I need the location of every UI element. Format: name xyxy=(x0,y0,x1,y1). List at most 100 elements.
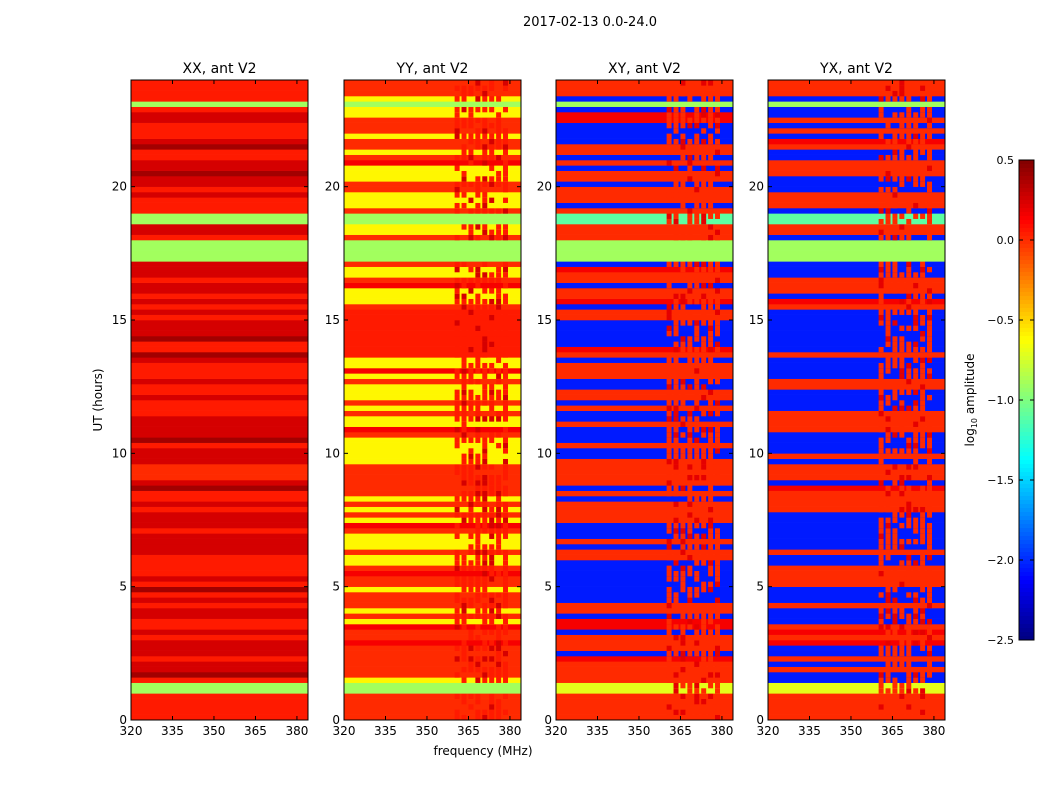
colorbar-segment xyxy=(1019,516,1034,521)
heatmap-rfi-cell xyxy=(694,480,700,486)
heatmap-rfi-cell xyxy=(461,650,467,657)
heatmap-rfi-cell xyxy=(694,293,700,299)
heatmap-rfi-cell xyxy=(906,298,912,305)
heatmap-rfi-cell xyxy=(913,421,919,427)
heatmap-row xyxy=(768,709,945,715)
heatmap-rfi-cell xyxy=(496,608,502,614)
heatmap-row xyxy=(556,608,733,614)
heatmap-row xyxy=(131,384,308,390)
heatmap-rfi-cell xyxy=(906,576,912,582)
heatmap-rfi-cell xyxy=(666,512,672,518)
heatmap-rfi-cell xyxy=(687,261,693,267)
heatmap-rfi-cell xyxy=(475,576,481,582)
heatmap-rfi-cell xyxy=(701,181,707,187)
heatmap-row xyxy=(768,336,945,342)
heatmap-rfi-cell xyxy=(694,320,700,326)
heatmap-row xyxy=(556,698,733,705)
heatmap-rfi-cell xyxy=(878,389,884,395)
heatmap-rfi-cell xyxy=(454,352,460,358)
heatmap-row xyxy=(131,293,308,299)
heatmap-rfi-cell xyxy=(899,538,905,545)
heatmap-rfi-cell xyxy=(885,197,891,203)
heatmap-rfi-cell xyxy=(468,474,474,481)
heatmap-rfi-cell xyxy=(701,688,707,694)
heatmap-rfi-cell xyxy=(708,117,714,123)
heatmap-row xyxy=(131,474,308,481)
heatmap-rfi-cell xyxy=(885,426,891,433)
heatmap-rfi-cell xyxy=(454,554,460,561)
heatmap-rfi-cell xyxy=(482,160,488,166)
heatmap-row xyxy=(131,128,308,134)
heatmap-rfi-cell xyxy=(461,362,467,369)
heatmap-row xyxy=(768,352,945,358)
heatmap-row xyxy=(768,373,945,379)
heatmap-rfi-cell xyxy=(666,426,672,433)
heatmap-rfi-cell xyxy=(927,538,933,545)
heatmap-rfi-cell xyxy=(461,464,467,470)
heatmap-rfi-cell xyxy=(701,581,707,587)
heatmap-rfi-cell xyxy=(673,437,679,443)
heatmap-rfi-cell xyxy=(475,480,481,486)
heatmap-rfi-cell xyxy=(496,416,502,422)
heatmap-row xyxy=(556,309,733,315)
heatmap-rfi-cell xyxy=(496,176,502,182)
heatmap-rfi-cell xyxy=(489,277,495,283)
heatmap-rfi-cell xyxy=(475,416,481,422)
heatmap-rfi-cell xyxy=(715,160,721,166)
heatmap-rfi-cell xyxy=(927,458,933,465)
heatmap-rfi-cell xyxy=(461,432,467,438)
colorbar-segment xyxy=(1019,228,1034,233)
heatmap-row xyxy=(556,554,733,561)
heatmap-rfi-cell xyxy=(708,176,714,182)
heatmap-row xyxy=(131,570,308,577)
heatmap-rfi-cell xyxy=(503,368,509,374)
panel-frame xyxy=(767,79,946,721)
heatmap-rfi-cell xyxy=(885,688,891,694)
heatmap-rfi-cell xyxy=(927,309,933,315)
heatmap-rfi-cell xyxy=(680,474,686,481)
heatmap-row xyxy=(768,410,945,417)
heatmap-rfi-cell xyxy=(496,357,502,363)
heatmap-rfi-cell xyxy=(666,149,672,155)
heatmap-rfi-cell xyxy=(673,218,679,225)
heatmap-rfi-cell xyxy=(899,512,905,518)
heatmap-rfi-cell xyxy=(878,304,884,310)
heatmap-rfi-cell xyxy=(454,560,460,566)
heatmap-rfi-cell xyxy=(482,640,488,646)
heatmap-rfi-cell xyxy=(715,341,721,347)
heatmap-rfi-cell xyxy=(673,144,679,150)
heatmap-rfi-cell xyxy=(680,544,686,550)
heatmap-rfi-cell xyxy=(673,464,679,470)
heatmap-rfi-cell xyxy=(715,122,721,129)
heatmap-rfi-cell xyxy=(715,645,721,651)
heatmap-rfi-cell xyxy=(913,90,919,97)
heatmap-row xyxy=(768,394,945,401)
heatmap-rfi-cell xyxy=(708,682,714,689)
heatmap-row xyxy=(344,565,521,571)
heatmap-row xyxy=(131,416,308,422)
heatmap-rfi-cell xyxy=(715,474,721,481)
heatmap-rfi-cell xyxy=(694,464,700,470)
colorbar-segment xyxy=(1019,544,1034,549)
heatmap-rfi-cell xyxy=(920,165,926,171)
heatmap-rfi-cell xyxy=(694,704,700,710)
heatmap-rfi-cell xyxy=(885,549,891,555)
heatmap-row xyxy=(768,256,945,262)
heatmap-rfi-cell xyxy=(503,464,509,470)
heatmap-rfi-cell xyxy=(927,373,933,379)
heatmap-rfi-cell xyxy=(475,677,481,683)
heatmap-row xyxy=(131,672,308,678)
heatmap-row xyxy=(768,458,945,465)
heatmap-rfi-cell xyxy=(454,336,460,342)
heatmap-rfi-cell xyxy=(454,597,460,603)
heatmap-rfi-cell xyxy=(461,624,467,630)
colorbar-segment xyxy=(1019,496,1034,501)
heatmap-rfi-cell xyxy=(503,426,509,433)
panel-frame xyxy=(343,79,522,721)
heatmap-rfi-cell xyxy=(927,426,933,433)
heatmap-rfi-cell xyxy=(673,288,679,294)
heatmap-row xyxy=(131,608,308,614)
heatmap-rfi-cell xyxy=(489,314,495,321)
